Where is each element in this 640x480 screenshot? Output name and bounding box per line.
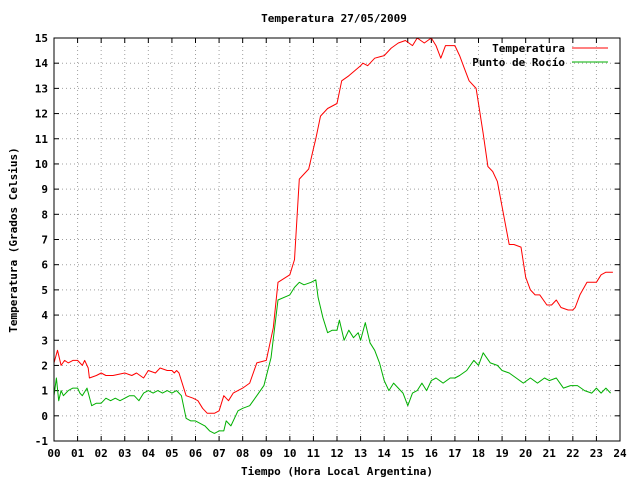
y-tick-label: 6	[41, 259, 48, 272]
x-tick-label: 00	[47, 447, 60, 460]
x-axis-ticks: 00 01 02 03 04 05 06 07 08 09 10 11 12 13 14 15 16 17 18 19…	[47, 38, 627, 460]
y-tick-label: 8	[41, 208, 48, 221]
series-line-1	[53, 279, 611, 434]
x-tick-label: 04	[142, 447, 156, 460]
x-axis-label: Tiempo (Hora Local Argentina)	[241, 465, 433, 478]
x-tick-label: 07	[212, 447, 225, 460]
chart-title: Temperatura 27/05/2009	[261, 12, 407, 25]
x-tick-label: 12	[330, 447, 343, 460]
y-tick-label: 14	[35, 57, 49, 70]
x-tick-label: 08	[236, 447, 249, 460]
y-tick-label: 5	[41, 284, 48, 297]
y-tick-label: -1	[35, 435, 49, 448]
y-tick-label: 9	[41, 183, 48, 196]
x-tick-label: 14	[378, 447, 392, 460]
y-tick-label: 13	[35, 82, 48, 95]
y-tick-label: 4	[41, 309, 48, 322]
x-tick-label: 21	[543, 447, 557, 460]
x-tick-label: 01	[71, 447, 85, 460]
x-tick-label: 17	[448, 447, 461, 460]
x-tick-label: 18	[472, 447, 485, 460]
x-tick-label: 15	[401, 447, 414, 460]
x-tick-label: 10	[283, 447, 296, 460]
x-tick-label: 22	[566, 447, 579, 460]
series-lines	[53, 37, 613, 434]
y-tick-label: 15	[35, 32, 48, 45]
x-tick-label: 06	[189, 447, 203, 460]
x-tick-label: 02	[95, 447, 108, 460]
grid-lines	[54, 38, 620, 441]
x-tick-label: 11	[307, 447, 321, 460]
legend-label-1: Punto de Rocío	[472, 56, 565, 69]
y-tick-label: 1	[41, 385, 48, 398]
y-tick-label: 2	[41, 359, 48, 372]
x-tick-label: 20	[519, 447, 532, 460]
y-tick-label: 12	[35, 108, 48, 121]
plot-frame	[53, 37, 621, 442]
y-tick-label: 11	[35, 133, 49, 146]
y-axis-label: Temperatura (Grados Celsius)	[7, 147, 20, 332]
x-tick-label: 09	[260, 447, 273, 460]
series-line-0	[53, 37, 613, 414]
y-tick-label: 7	[41, 234, 48, 247]
y-tick-label: 10	[35, 158, 48, 171]
x-tick-label: 03	[118, 447, 131, 460]
x-tick-label: 13	[354, 447, 367, 460]
x-tick-label: 19	[495, 447, 508, 460]
legend-label-0: Temperatura	[492, 42, 565, 55]
x-tick-label: 24	[613, 447, 627, 460]
x-tick-label: 05	[165, 447, 178, 460]
y-tick-label: 3	[41, 334, 48, 347]
y-tick-label: 0	[41, 410, 48, 423]
x-tick-label: 23	[590, 447, 603, 460]
x-tick-label: 16	[425, 447, 439, 460]
